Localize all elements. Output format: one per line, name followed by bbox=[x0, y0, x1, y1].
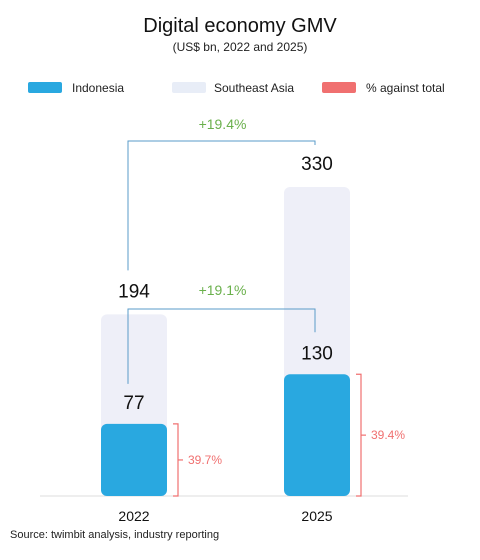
value-label-indonesia-2022: 77 bbox=[123, 393, 144, 414]
pct-label-2025: 39.4% bbox=[371, 428, 405, 442]
growth-connector-indonesia bbox=[127, 308, 316, 384]
category-label-2025: 2025 bbox=[301, 508, 332, 524]
category-label-2022: 2022 bbox=[118, 508, 149, 524]
source-note: Source: twimbit analysis, industry repor… bbox=[10, 529, 219, 541]
legend-label-southeast-asia: Southeast Asia bbox=[214, 81, 294, 95]
value-label-southeast-asia-2022: 194 bbox=[118, 281, 150, 302]
legend-swatch-indonesia bbox=[28, 82, 62, 93]
pct-bracket-2025 bbox=[356, 373, 362, 497]
legend-swatch-southeast-asia bbox=[172, 82, 206, 93]
bar-indonesia-2025 bbox=[284, 374, 350, 496]
legend-swatch-pct-against-total bbox=[322, 82, 356, 93]
pct-label-2022: 39.7% bbox=[188, 453, 222, 467]
legend-label-pct-against-total: % against total bbox=[366, 81, 445, 95]
bar-indonesia-2022 bbox=[101, 423, 167, 496]
value-label-indonesia-2025: 130 bbox=[301, 343, 333, 364]
chart-subtitle: (US$ bn, 2022 and 2025) bbox=[173, 40, 308, 54]
chart-title: Digital economy GMV bbox=[143, 15, 337, 37]
value-label-southeast-asia-2025: 330 bbox=[301, 154, 333, 175]
pct-bracket-2022 bbox=[173, 423, 179, 497]
growth-label-southeast-asia: +19.4% bbox=[199, 116, 247, 132]
legend-label-indonesia: Indonesia bbox=[72, 81, 124, 95]
growth-connector-southeast-asia bbox=[127, 140, 316, 271]
growth-label-indonesia: +19.1% bbox=[199, 282, 247, 298]
legend: Indonesia Southeast Asia % against total bbox=[28, 81, 445, 95]
